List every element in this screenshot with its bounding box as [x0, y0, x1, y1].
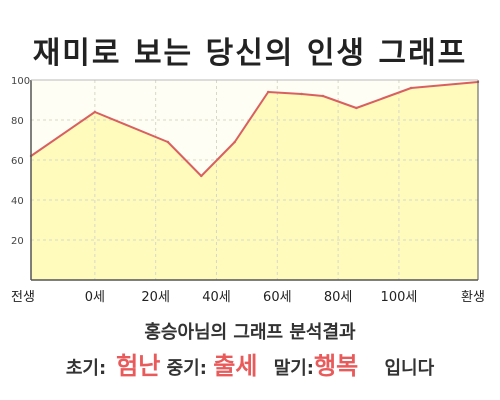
y-tick-label-2: 60	[11, 156, 24, 167]
data-point-6	[300, 92, 303, 96]
y-tick-label-3: 80	[11, 116, 24, 127]
ending-text: 입니다	[384, 358, 435, 379]
x-tick-label-5: 80세	[324, 290, 353, 305]
analysis-headline: 홍승아님의 그래프 분석결과	[144, 322, 356, 343]
area-fill	[31, 82, 478, 280]
analysis-verdict: 초기: 험난 중기: 출세 말기:행복 입니다	[0, 346, 500, 381]
data-point-7	[321, 94, 325, 98]
data-point-4	[233, 140, 236, 144]
x-tick-label-6: 100세	[381, 290, 418, 305]
late-label: 말기:	[273, 358, 315, 379]
data-point-9	[409, 86, 413, 90]
chart-title: 재미로 보는 당신의 인생 그래프	[32, 36, 468, 71]
data-point-8	[355, 106, 358, 110]
x-tick-label-7: 환생	[461, 290, 485, 305]
x-tick-label-1: 0세	[85, 290, 105, 305]
late-value: 행복	[314, 352, 359, 380]
y-tick-label-1: 40	[11, 196, 24, 207]
x-tick-label-0: 전생	[11, 290, 35, 305]
x-tick-label-4: 60세	[263, 290, 292, 305]
data-point-2	[166, 140, 170, 144]
data-point-1	[93, 110, 97, 114]
y-tick-label-0: 20	[11, 236, 24, 247]
mid-value: 출세	[213, 352, 258, 380]
y-tick-label-4: 100	[11, 76, 30, 87]
x-tick-label-2: 20세	[141, 290, 170, 305]
x-tick-label-3: 40세	[202, 290, 231, 305]
data-point-3	[200, 174, 203, 178]
early-label: 초기:	[65, 358, 107, 379]
early-value: 험난	[116, 352, 161, 380]
data-point-5	[266, 90, 270, 94]
mid-label: 중기:	[166, 358, 207, 379]
